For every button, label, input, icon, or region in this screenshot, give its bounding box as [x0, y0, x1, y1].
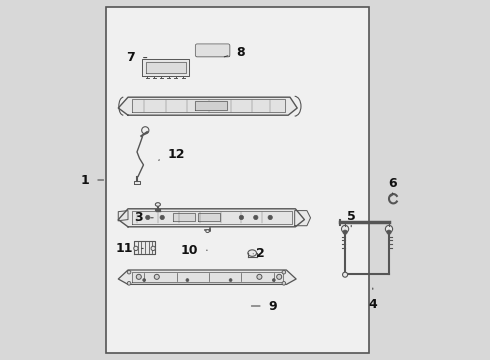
- Bar: [106, 7, 369, 353]
- Circle shape: [387, 230, 391, 234]
- Circle shape: [277, 274, 282, 279]
- Polygon shape: [143, 59, 189, 76]
- Text: 3: 3: [134, 211, 153, 224]
- Circle shape: [239, 215, 244, 220]
- Ellipse shape: [248, 250, 257, 256]
- Circle shape: [272, 279, 275, 282]
- Circle shape: [343, 272, 347, 277]
- Text: 9: 9: [251, 300, 277, 312]
- Polygon shape: [118, 211, 128, 221]
- Ellipse shape: [206, 230, 209, 233]
- Circle shape: [254, 215, 258, 220]
- Text: 11: 11: [116, 242, 143, 255]
- Polygon shape: [146, 62, 186, 73]
- Circle shape: [268, 215, 272, 220]
- Polygon shape: [173, 213, 195, 221]
- Polygon shape: [118, 270, 296, 284]
- Text: 4: 4: [368, 288, 377, 311]
- FancyBboxPatch shape: [196, 44, 230, 57]
- Circle shape: [342, 225, 349, 233]
- Circle shape: [127, 282, 131, 285]
- Text: 7: 7: [126, 51, 147, 64]
- Circle shape: [282, 270, 286, 274]
- Circle shape: [160, 215, 164, 220]
- Polygon shape: [195, 101, 227, 110]
- Polygon shape: [294, 211, 311, 226]
- Circle shape: [343, 230, 347, 234]
- Ellipse shape: [155, 203, 160, 206]
- Polygon shape: [198, 213, 220, 221]
- Circle shape: [386, 225, 392, 233]
- Polygon shape: [134, 241, 155, 254]
- Circle shape: [229, 279, 232, 282]
- Circle shape: [151, 246, 155, 251]
- Text: 8: 8: [224, 46, 245, 59]
- Text: 6: 6: [388, 177, 397, 193]
- Text: 1: 1: [81, 174, 103, 186]
- Circle shape: [282, 282, 286, 285]
- Circle shape: [143, 279, 146, 282]
- Circle shape: [127, 270, 131, 274]
- Circle shape: [186, 279, 189, 282]
- Text: 12: 12: [159, 148, 185, 161]
- Polygon shape: [132, 99, 285, 112]
- Text: 2: 2: [253, 247, 265, 260]
- Polygon shape: [118, 97, 297, 115]
- Text: 5: 5: [347, 210, 356, 227]
- Polygon shape: [132, 211, 292, 224]
- Text: 10: 10: [181, 244, 207, 257]
- Polygon shape: [196, 45, 229, 56]
- Polygon shape: [134, 181, 140, 184]
- Circle shape: [257, 274, 262, 279]
- Polygon shape: [132, 272, 283, 282]
- Circle shape: [146, 215, 150, 220]
- Polygon shape: [118, 209, 304, 227]
- Circle shape: [134, 246, 138, 251]
- Circle shape: [154, 274, 159, 279]
- Circle shape: [136, 274, 141, 279]
